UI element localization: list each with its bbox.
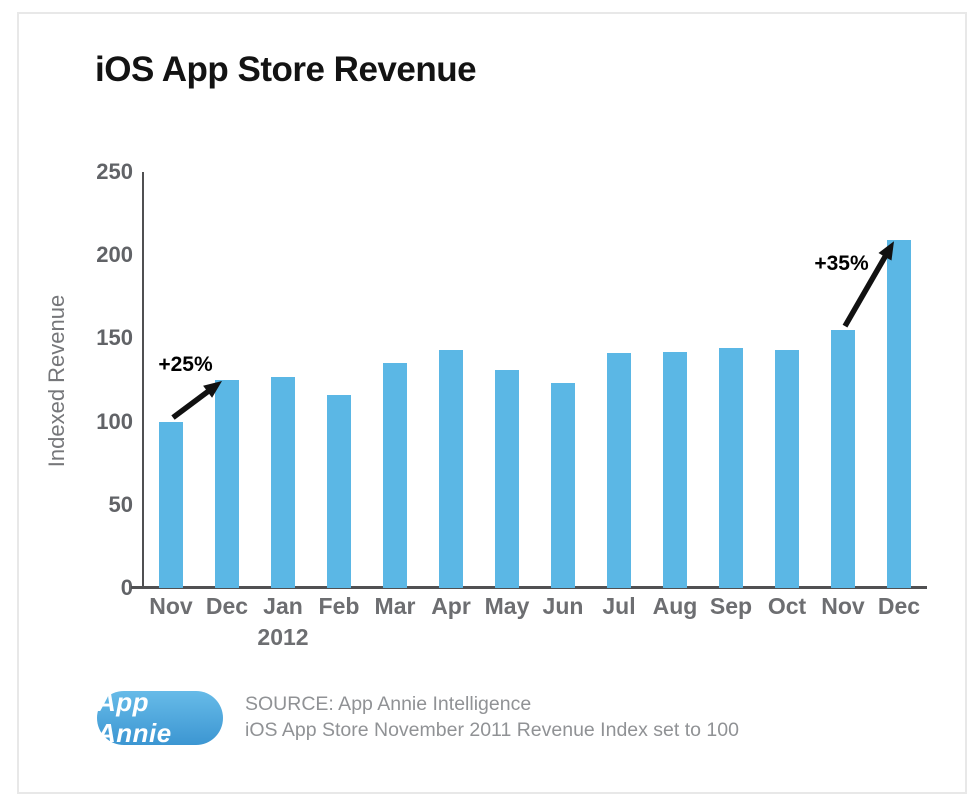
x-tick-label: Jan [263, 593, 303, 619]
bar-may-6 [495, 370, 519, 588]
annotation-label: +35% [814, 251, 869, 275]
year-label: 2012 [257, 624, 309, 650]
bar-jan-2 [271, 376, 295, 588]
x-tick-label: Dec [205, 593, 249, 619]
source-text: SOURCE: App Annie Intelligence iOS App S… [245, 692, 739, 743]
x-tick-label: Feb [318, 593, 360, 619]
x-tick-label: Apr [431, 593, 471, 619]
bar-mar-4 [383, 363, 407, 588]
x-tick-label: Oct [767, 593, 807, 619]
page-title: iOS App Store Revenue [95, 50, 477, 89]
x-tick-label: Nov [821, 593, 865, 619]
y-tick-label: 100 [96, 408, 133, 434]
bar-dec-13 [887, 240, 911, 588]
x-tick-label: Sep [709, 593, 753, 619]
source-line-1: SOURCE: App Annie Intelligence [245, 693, 532, 715]
y-tick-label: 200 [96, 242, 133, 268]
x-tick-label: Jun [542, 593, 584, 619]
x-tick-label: Aug [652, 593, 698, 619]
y-axis-line [142, 172, 144, 589]
bar-jul-8 [607, 353, 631, 588]
annotation-labels: +25% +35% [143, 172, 933, 592]
bar-nov-12 [831, 330, 855, 588]
y-tick-label: 150 [96, 325, 133, 351]
y-tick-label: 50 [108, 491, 133, 517]
bar-apr-5 [439, 350, 463, 588]
x-axis-line [131, 586, 927, 589]
bar-aug-9 [663, 351, 687, 588]
x-tick-label: Jul [602, 593, 636, 619]
annotation-label: +25% [158, 353, 213, 377]
app-annie-logo: App Annie [97, 687, 223, 748]
bar-oct-11 [775, 350, 799, 588]
bar-dec-1 [215, 380, 239, 588]
x-tick-label: Nov [149, 593, 193, 619]
x-tick-label: Mar [374, 593, 416, 619]
x-tick-label: May [484, 593, 530, 619]
source-line-2: iOS App Store November 2011 Revenue Inde… [245, 718, 739, 741]
bar-jun-7 [551, 383, 575, 588]
bar-nov-0 [159, 421, 183, 588]
x-tick-label: Dec [877, 593, 921, 619]
bar-feb-3 [327, 394, 351, 588]
y-tick-label: 0 [120, 575, 133, 600]
y-axis-title: Indexed Revenue [44, 294, 69, 468]
y-tick-label: 250 [96, 159, 133, 184]
bar-sep-10 [719, 348, 743, 588]
app-annie-logo-text: App Annie [97, 687, 172, 748]
